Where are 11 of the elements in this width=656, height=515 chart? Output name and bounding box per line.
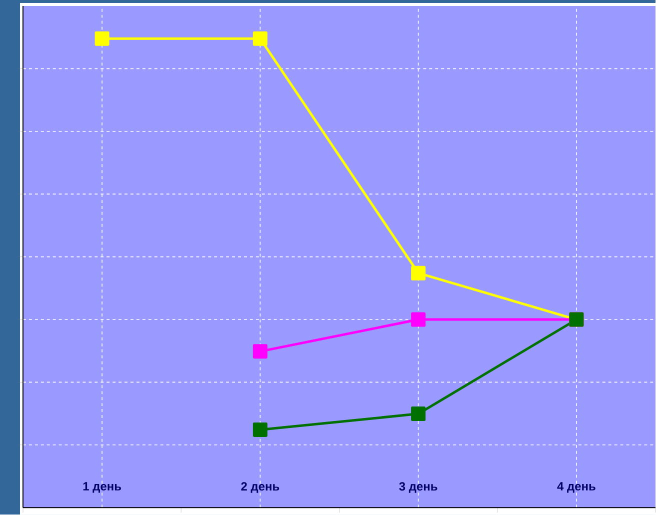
point [252, 344, 268, 359]
point [411, 266, 426, 281]
x-tick-label: 3 день [399, 482, 438, 494]
point [252, 422, 268, 438]
point [94, 32, 110, 46]
point [252, 32, 268, 46]
point [411, 312, 426, 327]
point [411, 406, 426, 422]
x-tick-label: 1 день [83, 482, 121, 493]
x-tick-label: 2 день [241, 482, 280, 494]
x-tick-label: 4 день [557, 482, 596, 493]
